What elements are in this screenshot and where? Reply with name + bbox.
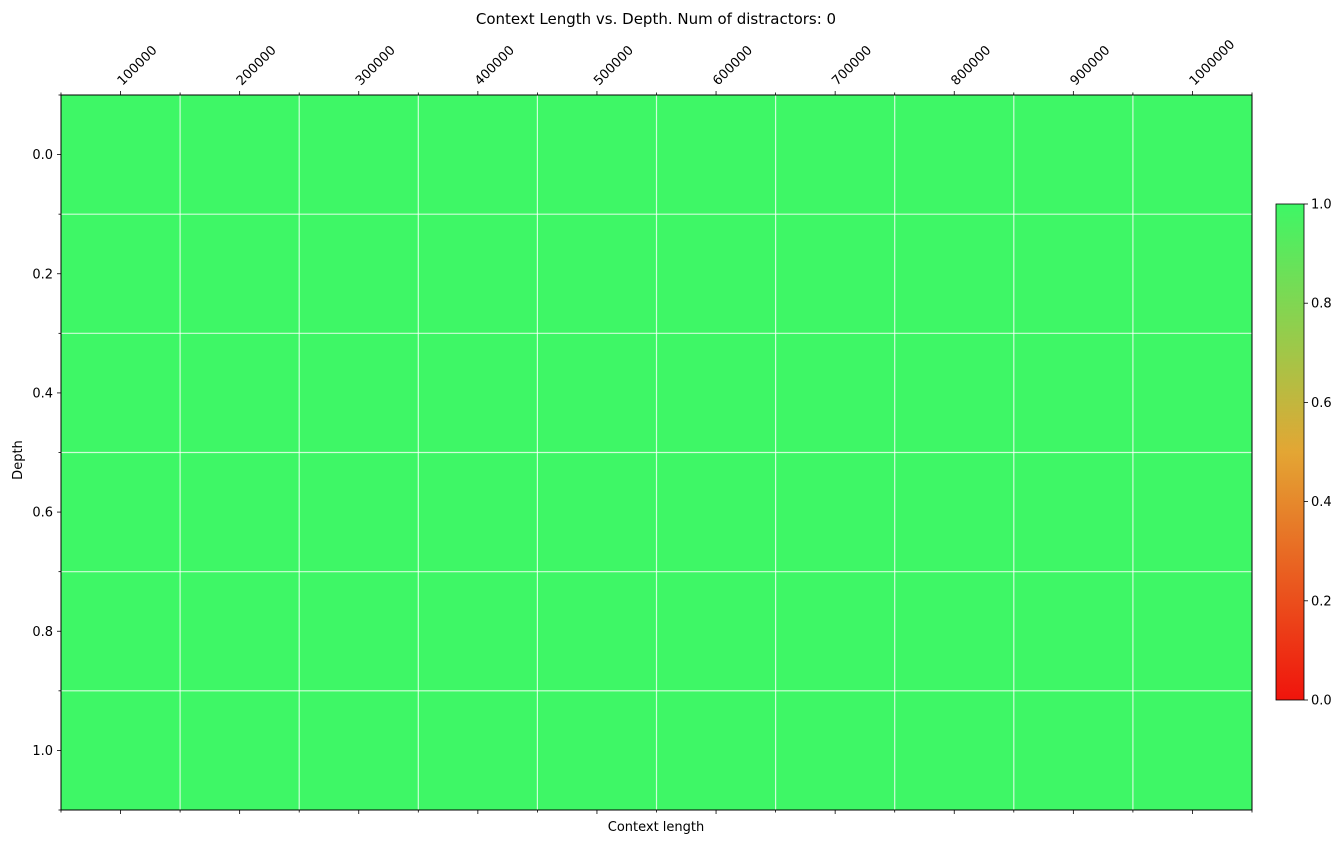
x-tick-label: 900000 — [1068, 43, 1114, 89]
x-tick-label: 200000 — [234, 43, 280, 89]
x-tick-label: 800000 — [948, 43, 994, 89]
colorbar-tick-label: 0.2 — [1311, 594, 1332, 609]
heatmap-cell — [299, 333, 419, 453]
colorbar-tick-label: 0.6 — [1311, 396, 1332, 411]
heatmap-cell — [1013, 214, 1134, 334]
heatmap-cell — [1132, 571, 1253, 692]
heatmap-cell — [299, 690, 419, 811]
heatmap-cell — [775, 571, 896, 692]
y-axis: 0.0 0.2 0.4 0.6 0.8 1.0 — [32, 94, 61, 811]
heatmap-cell — [1132, 690, 1253, 811]
heatmap-cell — [656, 571, 777, 692]
heatmap-cell — [537, 452, 657, 573]
heatmap-cell — [299, 452, 419, 573]
x-axis-label: Context length — [608, 820, 705, 835]
heatmap-cell — [775, 333, 896, 453]
y-tick-label: 0.2 — [32, 267, 53, 282]
heatmap-cell — [894, 214, 1015, 334]
heatmap-cell — [418, 214, 538, 334]
x-tick-label: 100000 — [115, 43, 161, 89]
y-tick-label: 0.6 — [32, 506, 53, 521]
x-tick-label: 700000 — [829, 43, 875, 89]
heatmap-cell — [894, 571, 1015, 692]
x-tick-label: 400000 — [472, 43, 518, 89]
colorbar-tick-label: 0.0 — [1311, 694, 1332, 709]
heatmap-cell — [418, 452, 538, 573]
heatmap-cell — [537, 95, 657, 215]
heatmap-cell — [180, 95, 300, 215]
colorbar-tick-label: 0.8 — [1311, 297, 1332, 312]
heatmap-cell — [180, 571, 300, 692]
y-tick-label: 0.4 — [32, 386, 53, 401]
heatmap-cell — [1132, 333, 1253, 453]
heatmap-cell — [894, 690, 1015, 811]
colorbar-tick-label: 0.4 — [1311, 495, 1332, 510]
heatmap-cell — [418, 690, 538, 811]
heatmap-cell — [1013, 690, 1134, 811]
heatmap-cell — [656, 690, 777, 811]
chart-title: Context Length vs. Depth. Num of distrac… — [476, 10, 836, 28]
x-tick-label: 300000 — [353, 43, 399, 89]
heatmap-cell — [1132, 95, 1253, 215]
heatmap-cell — [894, 333, 1015, 453]
heatmap-cell — [299, 571, 419, 692]
heatmap-cell — [61, 333, 181, 453]
y-tick-label: 1.0 — [32, 744, 53, 759]
heatmap-cell — [656, 214, 777, 334]
heatmap-cell — [180, 452, 300, 573]
heatmap-cell — [1132, 214, 1253, 334]
heatmap-cell — [1013, 452, 1134, 573]
x-tick-label: 1000000 — [1187, 37, 1239, 89]
heatmap-cell — [61, 690, 181, 811]
heatmap-cell — [656, 95, 777, 215]
x-tick-label: 500000 — [591, 43, 637, 89]
heatmap-cell — [61, 452, 181, 573]
heatmap-cell — [1132, 452, 1253, 573]
heatmap-cell — [180, 333, 300, 453]
heatmap-cell — [775, 452, 896, 573]
colorbar-tick-label: 1.0 — [1311, 198, 1332, 213]
heatmap-cell — [656, 333, 777, 453]
heatmap-cell — [656, 452, 777, 573]
heatmap-cells — [61, 95, 1253, 811]
colorbar: 0.0 0.2 0.4 0.6 0.8 1.0 — [1275, 198, 1332, 709]
heatmap-cell — [61, 571, 181, 692]
colorbar-gradient — [1275, 203, 1305, 701]
heatmap-cell — [418, 95, 538, 215]
heatmap-cell — [537, 214, 657, 334]
heatmap-gridlines — [61, 95, 1252, 810]
y-tick-label: 0.8 — [32, 625, 53, 640]
heatmap-cell — [61, 214, 181, 334]
heatmap-cell — [1013, 571, 1134, 692]
heatmap-cell — [537, 690, 657, 811]
heatmap-cell — [299, 214, 419, 334]
heatmap-cell — [775, 214, 896, 334]
heatmap-cell — [775, 95, 896, 215]
heatmap-cell — [537, 571, 657, 692]
heatmap-cell — [894, 452, 1015, 573]
x-tick-label: 600000 — [710, 43, 756, 89]
y-axis-label: Depth — [11, 440, 26, 480]
heatmap-cell — [299, 95, 419, 215]
heatmap-cell — [894, 95, 1015, 215]
heatmap-cell — [1013, 333, 1134, 453]
heatmap-cell — [418, 571, 538, 692]
y-tick-label: 0.0 — [32, 148, 53, 163]
heatmap-cell — [418, 333, 538, 453]
heatmap-cell — [180, 214, 300, 334]
heatmap-cell — [775, 690, 896, 811]
heatmap-cell — [180, 690, 300, 811]
heatmap-cell — [537, 333, 657, 453]
heatmap-cell — [1013, 95, 1134, 215]
heatmap-cell — [61, 95, 181, 215]
